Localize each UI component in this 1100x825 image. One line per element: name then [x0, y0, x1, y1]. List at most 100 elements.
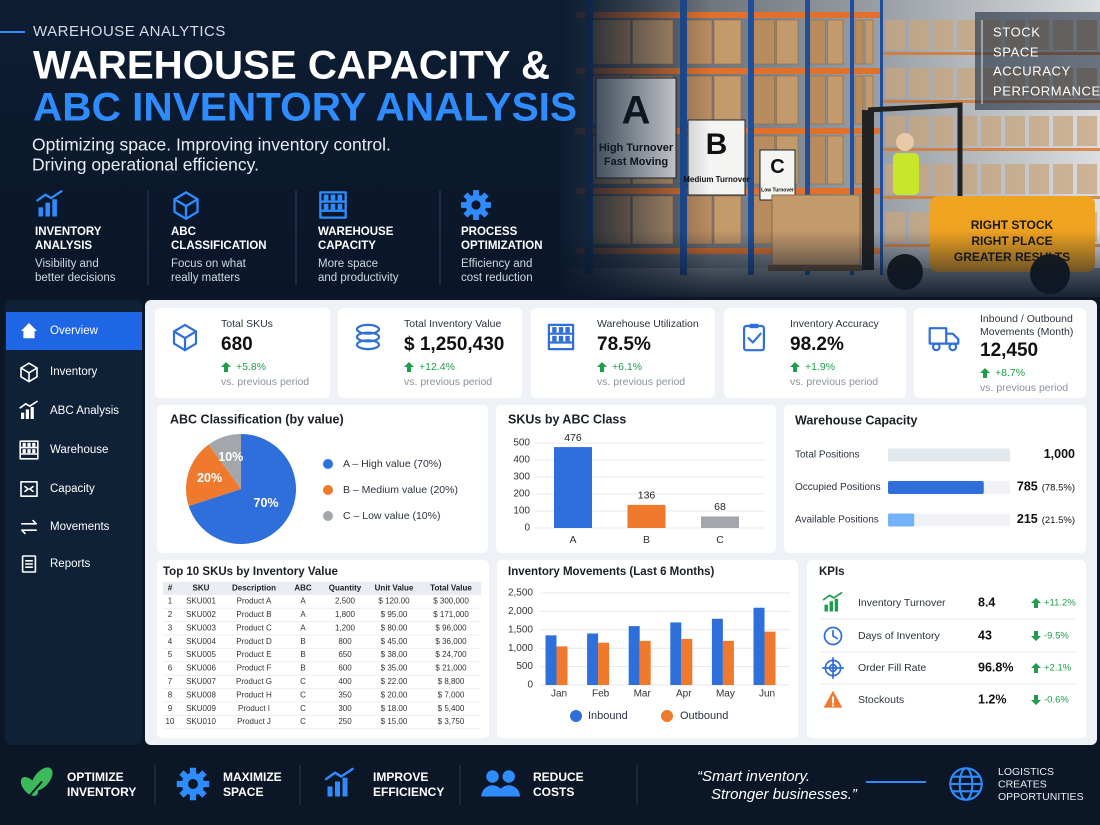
sidebar-item[interactable]: Capacity	[50, 483, 95, 495]
table-cell: $ 45.00	[381, 637, 408, 646]
kpi-change: +2.1%	[1044, 663, 1072, 674]
bar	[722, 640, 734, 685]
benefit: REDUCE	[533, 770, 584, 784]
table-cell: 250	[338, 717, 352, 726]
legend-marker	[661, 710, 673, 722]
icon-part	[323, 203, 329, 210]
icon-part	[834, 598, 839, 612]
icon	[21, 323, 37, 339]
far-box	[933, 116, 953, 146]
feature-desc: Efficiency and	[461, 258, 532, 270]
sidebar-item[interactable]: Inventory	[50, 366, 98, 378]
feature-desc: better decisions	[35, 272, 116, 284]
icon-part	[486, 770, 499, 783]
kpi-name: Days of Inventory	[858, 630, 940, 642]
sidebar-item[interactable]: Reports	[50, 558, 91, 570]
operator-vest	[893, 153, 919, 195]
sidebar-item[interactable]: Movements	[50, 521, 110, 533]
column-header: ABC	[294, 584, 312, 593]
table-cell: 5	[168, 650, 173, 659]
table-cell: Product F	[237, 664, 272, 673]
bar-value: 68	[714, 501, 726, 513]
icon	[20, 519, 38, 535]
warehouse-photo: AHigh TurnoverFast MovingBMedium Turnove…	[560, 0, 1100, 297]
table-cell: 9	[168, 704, 173, 713]
icon-part	[30, 407, 34, 419]
icon-part	[189, 767, 197, 776]
table-cell: Product D	[236, 637, 272, 646]
rack-box	[827, 19, 844, 65]
bar	[888, 448, 1010, 462]
icon-part	[21, 555, 37, 573]
bar	[888, 513, 915, 527]
feature-desc: More space	[318, 258, 378, 270]
kpi-name: Inventory Turnover	[858, 597, 946, 609]
table-cell: 350	[338, 690, 352, 699]
icon	[325, 767, 354, 797]
table-cell: 600	[338, 664, 352, 673]
kpi-name: Stockouts	[858, 694, 904, 706]
rack-box	[827, 75, 844, 125]
table-cell: A	[300, 623, 306, 632]
bay-letter: C	[770, 156, 784, 178]
trend-arrow	[404, 362, 414, 372]
far-box	[1029, 164, 1049, 194]
kpi-note: vs. previous period	[980, 382, 1068, 394]
table-cell: $ 22.00	[381, 677, 408, 686]
icon-part	[823, 626, 843, 646]
card	[724, 308, 906, 398]
icon-part	[327, 786, 333, 797]
table-cell: SKU004	[186, 637, 216, 646]
far-box	[1053, 116, 1073, 146]
kpi-change: +1.9%	[805, 361, 835, 373]
icon-part	[337, 203, 343, 210]
icon	[928, 327, 960, 352]
sidebar-item[interactable]: Warehouse	[50, 444, 108, 456]
icon-part	[36, 190, 63, 202]
kpi-change: +8.7%	[995, 367, 1025, 379]
y-tick-label: 0	[524, 523, 530, 534]
share-label: (78.5%)	[1042, 482, 1075, 493]
far-box	[933, 164, 953, 194]
legend-label: A – High value (70%)	[343, 458, 442, 470]
kpi-value: 8.4	[978, 595, 995, 609]
title: ABC INVENTORY ANALYSIS	[33, 86, 577, 130]
rack-beam	[575, 68, 880, 74]
far-box	[1005, 116, 1025, 146]
kpi-label: Inbound / Outbound	[980, 313, 1073, 325]
icon	[20, 767, 53, 803]
table-cell: 400	[338, 677, 352, 686]
table-cell: 300	[338, 704, 352, 713]
kpi-value: $ 1,250,430	[404, 334, 504, 355]
icon-part	[319, 191, 347, 219]
sidebar-item[interactable]: ABC Analysis	[50, 405, 119, 417]
table-cell: Product G	[236, 677, 272, 686]
table-cell: $ 24,700	[435, 650, 467, 659]
kpi-label: Movements (Month)	[980, 326, 1073, 338]
table-cell: Product E	[236, 650, 271, 659]
icon-part	[832, 630, 839, 640]
feature-title: INVENTORY	[35, 226, 102, 238]
photo-fade-bottom	[560, 230, 1100, 297]
sidebar-item[interactable]: Overview	[50, 325, 99, 337]
trend-arrow	[1031, 695, 1041, 705]
rack-beam	[575, 12, 880, 18]
table-cell: 8	[168, 690, 173, 699]
icon	[21, 555, 37, 573]
table-title: Top 10 SKUs by Inventory Value	[163, 566, 338, 578]
table-cell: $ 120.00	[378, 597, 410, 606]
y-tick-label: 0	[527, 680, 533, 691]
icon-part	[330, 194, 336, 201]
icon	[172, 323, 198, 352]
value-label: 785	[1017, 480, 1038, 494]
benefit: COSTS	[533, 785, 574, 799]
column-header: SKU	[193, 584, 210, 593]
benefit: OPTIMIZE	[67, 770, 124, 784]
operator-head	[896, 133, 914, 151]
card	[157, 560, 489, 738]
far-box	[933, 68, 953, 98]
legend-marker	[323, 511, 333, 521]
y-tick-label: 2,000	[508, 606, 533, 617]
capacity-value: 215 (21.5%)	[1017, 512, 1075, 526]
y-tick-label: 2,500	[508, 588, 533, 599]
